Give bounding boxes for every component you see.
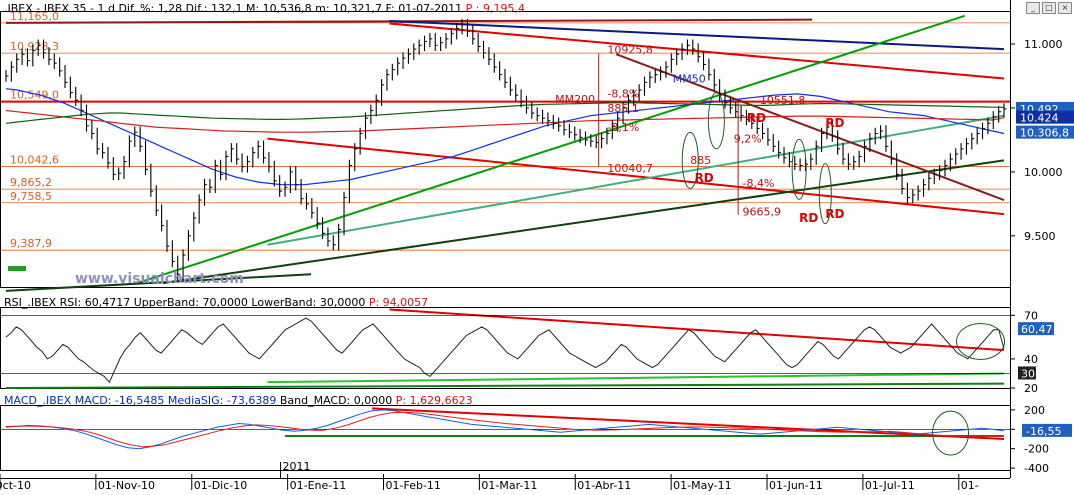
x-tick-label: Oct-10 <box>0 479 31 492</box>
macd-header-p: P: 1,629,6623 <box>395 394 473 407</box>
rsi-last-label: 60,47 <box>1021 323 1053 336</box>
rsi-highlight <box>956 322 1006 360</box>
level-label: 9,758,5 <box>10 190 52 203</box>
annotation: RD <box>799 211 818 225</box>
panel-frame-rsi <box>0 307 1011 389</box>
highlight-ellipse <box>681 131 699 189</box>
macd-last-box <box>1022 423 1072 437</box>
trendline-teal <box>267 114 1005 246</box>
level-label: 10,928,3 <box>10 40 59 53</box>
x-tick-label: 01-Mar-11 <box>481 479 537 492</box>
annotation: MM50 <box>673 72 706 85</box>
right-axis-bg <box>1011 0 1074 495</box>
level-label: 9,387,9 <box>10 237 52 250</box>
x-tick-label: 01-Nov-10 <box>98 479 155 492</box>
annotation: RD <box>747 111 766 125</box>
price-ytick-label: 11.000 <box>1024 38 1063 51</box>
annotation: 10925,8 <box>607 44 653 57</box>
x-tick-label: 01-Jul-11 <box>865 479 915 492</box>
annotation: 9665,9 <box>743 205 782 218</box>
annotation: 885 <box>690 154 711 167</box>
macd-highlight <box>932 410 970 456</box>
window-controls: _ □ × <box>1026 2 1072 14</box>
ma-line-mm200 <box>5 109 1005 133</box>
rsi-last-box <box>1018 366 1036 380</box>
level-label: 11,165,0 <box>10 10 59 23</box>
rsi-support-1 <box>267 372 1005 384</box>
x-year-label: 2011 <box>283 460 311 473</box>
annotation: MM200 <box>555 93 595 106</box>
annotation: 885,1 <box>607 102 639 115</box>
close-icon[interactable]: × <box>1058 2 1072 14</box>
x-tick-label: 01- <box>961 479 979 492</box>
level-label: 10,042,6 <box>10 153 59 166</box>
macd-header-c: Band_MACD: 0,0000 <box>279 394 393 407</box>
rsi-line <box>5 317 1005 384</box>
annotation: -8,8% <box>607 88 639 101</box>
x-tick-label: 01-May-11 <box>673 479 731 492</box>
rsi-header: RSI_.IBEX RSI: 60,4717 UpperBand: 70,000… <box>4 296 428 309</box>
last-price-label: 10.424 <box>1020 112 1059 125</box>
macd-header-b: MediaSIG: -73,6389 <box>167 394 277 407</box>
annotation: -8,4% <box>743 177 775 190</box>
rsi-header-p: P: 94,0057 <box>368 296 429 309</box>
rsi-header-text: RSI_.IBEX RSI: 60,4717 UpperBand: 70,000… <box>4 296 366 309</box>
macd-resistance <box>372 407 1005 440</box>
rsi-last-label: 30 <box>1021 367 1035 380</box>
legend-swatch <box>8 266 26 271</box>
x-tick-label: 01-Jun-11 <box>769 479 823 492</box>
x-tick-label: 01-Ene-11 <box>290 479 347 492</box>
annotation: RD <box>825 116 844 130</box>
price-header-text: .IBEX - IBEX 35 - 1 d Dif. %: 1,28 Dif.:… <box>4 2 463 15</box>
last-price-box <box>1016 110 1074 124</box>
macd-header: MACD_.IBEX MACD: -16,5485 MediaSIG: -73,… <box>4 394 473 407</box>
minimize-icon[interactable]: _ <box>1026 2 1040 14</box>
price-ytick-label: 10.000 <box>1024 166 1063 179</box>
last-price-box <box>1016 125 1074 139</box>
annotation: -8,1% <box>607 121 639 134</box>
rsi-ytick-label: 20 <box>1024 382 1038 395</box>
price-header-p: P : 9,195,4 <box>465 2 525 15</box>
rsi-ytick-label: 70 <box>1024 309 1038 322</box>
macd-line-mediasig <box>5 411 1004 448</box>
trendline-red-upper <box>389 22 1005 80</box>
highlight-ellipse <box>818 163 832 225</box>
x-tick-label: 01-Dic-10 <box>194 479 248 492</box>
ma-line-green <box>5 102 1005 124</box>
level-label: 10,549,0 <box>10 89 59 102</box>
annotation: 10551,8 <box>760 94 806 107</box>
level-label: 9,865,2 <box>10 176 52 189</box>
rsi-support-2 <box>5 382 1005 389</box>
trendline-bottom-green <box>5 273 312 292</box>
watermark: www.visualchart.com <box>75 271 244 287</box>
highlight-ellipse <box>791 138 807 200</box>
price-header: .IBEX - IBEX 35 - 1 d Dif. %: 1,28 Dif.:… <box>4 2 525 15</box>
ma-line-mm50 <box>5 88 1005 186</box>
macd-ytick-label: 200 <box>1024 404 1045 417</box>
macd-ytick-label: -400 <box>1024 462 1049 475</box>
trendline-dark-green <box>162 159 1005 285</box>
rsi-resistance <box>389 308 1005 352</box>
macd-line-macd <box>5 409 1005 450</box>
trendline-green-steep <box>136 14 966 285</box>
price-ytick-label: 9.500 <box>1024 230 1056 243</box>
highlight-ellipse <box>707 92 725 150</box>
rsi-ytick-label: 40 <box>1024 353 1038 366</box>
x-tick-label: 01-Feb-11 <box>386 479 441 492</box>
x-tick-label: 01-Abr-11 <box>577 479 631 492</box>
maximize-icon[interactable]: □ <box>1042 2 1056 14</box>
trendline-red-lower <box>267 137 1005 216</box>
last-price-label: 10.306,8 <box>1020 127 1069 140</box>
rsi-last-box <box>1018 322 1054 336</box>
annotation: RD <box>695 171 714 185</box>
macd-header-a: MACD_.IBEX MACD: -16,5485 <box>4 394 165 407</box>
macd-last-label: -16,55 <box>1026 425 1061 438</box>
annotation: 10040,7 <box>607 162 653 175</box>
macd-ytick-label: -200 <box>1024 443 1049 456</box>
trendline-dark-blue <box>389 19 1005 51</box>
annotation: 9,2% <box>734 132 762 145</box>
